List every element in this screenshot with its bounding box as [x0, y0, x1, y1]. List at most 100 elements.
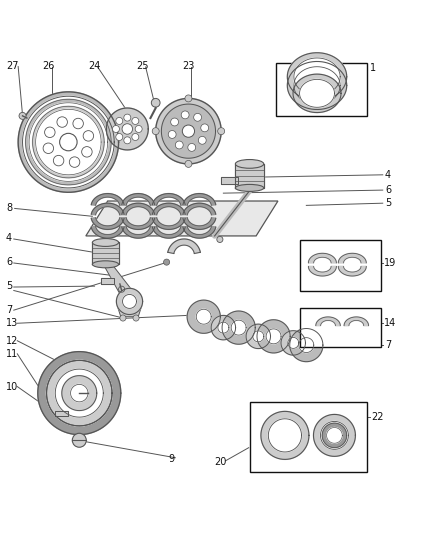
- Polygon shape: [55, 369, 103, 417]
- Text: 23: 23: [182, 61, 194, 71]
- Circle shape: [53, 155, 64, 166]
- Ellipse shape: [235, 159, 264, 168]
- Polygon shape: [299, 337, 314, 352]
- Polygon shape: [257, 320, 290, 353]
- Polygon shape: [221, 176, 238, 184]
- Circle shape: [81, 147, 92, 157]
- Polygon shape: [322, 423, 346, 448]
- Polygon shape: [91, 227, 124, 238]
- Polygon shape: [103, 264, 138, 297]
- Text: 5: 5: [6, 281, 12, 291]
- Text: 4: 4: [6, 233, 12, 243]
- Polygon shape: [290, 328, 323, 362]
- Polygon shape: [281, 330, 305, 355]
- Circle shape: [45, 127, 55, 138]
- Polygon shape: [117, 288, 143, 314]
- Polygon shape: [106, 108, 148, 150]
- Polygon shape: [287, 53, 347, 101]
- Circle shape: [132, 117, 139, 124]
- Bar: [276, 63, 367, 116]
- Circle shape: [163, 259, 170, 265]
- Circle shape: [194, 114, 201, 121]
- Text: 7: 7: [385, 340, 391, 350]
- Polygon shape: [183, 203, 216, 215]
- Polygon shape: [25, 99, 111, 185]
- Polygon shape: [152, 193, 185, 205]
- Polygon shape: [327, 427, 343, 443]
- Polygon shape: [266, 329, 281, 344]
- Polygon shape: [22, 96, 114, 188]
- Polygon shape: [253, 331, 264, 342]
- Polygon shape: [62, 376, 97, 410]
- Polygon shape: [338, 266, 366, 276]
- Bar: [300, 308, 381, 348]
- Circle shape: [119, 286, 125, 292]
- Polygon shape: [152, 227, 185, 238]
- Circle shape: [60, 133, 77, 151]
- Circle shape: [218, 128, 225, 135]
- Polygon shape: [86, 201, 278, 236]
- Polygon shape: [287, 61, 347, 109]
- Polygon shape: [293, 74, 341, 112]
- Circle shape: [181, 111, 189, 119]
- Bar: [300, 240, 381, 290]
- Text: 5: 5: [385, 198, 391, 208]
- Circle shape: [168, 131, 176, 139]
- Circle shape: [122, 124, 133, 134]
- Circle shape: [185, 160, 192, 167]
- Text: 6: 6: [6, 257, 12, 267]
- Polygon shape: [338, 253, 366, 263]
- Polygon shape: [308, 266, 336, 276]
- Circle shape: [132, 133, 139, 141]
- Polygon shape: [152, 217, 185, 229]
- Circle shape: [83, 131, 94, 141]
- Text: 12: 12: [6, 336, 18, 346]
- Polygon shape: [91, 203, 124, 215]
- Polygon shape: [123, 294, 137, 309]
- Text: 27: 27: [6, 61, 18, 71]
- Polygon shape: [71, 384, 88, 402]
- Polygon shape: [122, 217, 155, 229]
- Text: 13: 13: [6, 318, 18, 328]
- Polygon shape: [246, 324, 271, 349]
- Polygon shape: [183, 193, 216, 205]
- Ellipse shape: [92, 239, 119, 246]
- Circle shape: [175, 141, 183, 149]
- Circle shape: [69, 157, 80, 167]
- Circle shape: [135, 125, 142, 133]
- Circle shape: [120, 315, 126, 321]
- Ellipse shape: [235, 184, 264, 191]
- Circle shape: [19, 112, 26, 119]
- Polygon shape: [92, 243, 119, 264]
- Text: 14: 14: [384, 318, 396, 328]
- Text: 26: 26: [42, 61, 55, 71]
- Text: 1: 1: [370, 63, 376, 73]
- Polygon shape: [32, 106, 104, 178]
- Text: 4: 4: [385, 170, 391, 180]
- Polygon shape: [294, 67, 340, 104]
- Polygon shape: [161, 104, 215, 158]
- Polygon shape: [222, 311, 255, 344]
- Polygon shape: [218, 322, 229, 333]
- Text: 19: 19: [384, 259, 396, 269]
- Polygon shape: [321, 422, 348, 449]
- Circle shape: [201, 124, 208, 132]
- Polygon shape: [294, 58, 340, 95]
- Ellipse shape: [92, 261, 119, 268]
- Bar: [250, 402, 367, 472]
- Polygon shape: [29, 103, 108, 181]
- Polygon shape: [261, 411, 309, 459]
- Polygon shape: [91, 217, 124, 229]
- Circle shape: [116, 133, 123, 141]
- Polygon shape: [211, 316, 236, 340]
- Circle shape: [72, 433, 86, 447]
- Polygon shape: [316, 317, 340, 326]
- Circle shape: [185, 95, 192, 102]
- Circle shape: [133, 315, 139, 321]
- Polygon shape: [183, 217, 216, 229]
- Polygon shape: [35, 109, 101, 175]
- Circle shape: [124, 137, 131, 144]
- Polygon shape: [300, 79, 335, 107]
- Text: 11: 11: [6, 349, 18, 359]
- Polygon shape: [91, 193, 124, 205]
